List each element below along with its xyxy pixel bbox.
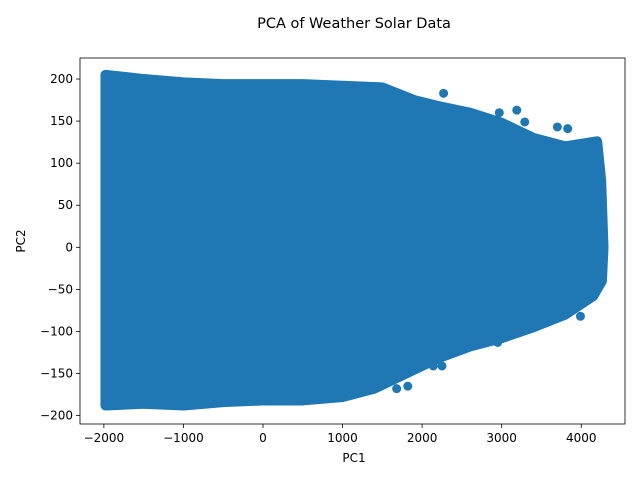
scatter-point (560, 141, 570, 151)
y-tick-label: −100 (40, 324, 73, 338)
scatter-point (178, 400, 188, 410)
scatter-point-cloud (100, 69, 609, 411)
scatter-point (428, 361, 438, 371)
y-tick-label: 50 (58, 198, 73, 212)
scatter-point (139, 74, 149, 84)
x-tick-label: 4000 (566, 431, 597, 445)
scatter-point (575, 311, 585, 321)
scatter-point (403, 381, 413, 391)
scatter-point (597, 276, 607, 286)
scatter-point (298, 395, 308, 405)
scatter-point (465, 108, 475, 118)
scatter-point (552, 122, 562, 132)
plot-frame (79, 57, 626, 425)
scatter-point (520, 117, 530, 127)
scatter-point (512, 105, 522, 115)
scatter-point (497, 118, 507, 128)
scatter-point (218, 79, 228, 89)
scatter-point (100, 400, 110, 410)
scatter-point (599, 242, 609, 252)
scatter-point (401, 369, 411, 379)
y-axis-label: PC2 (14, 229, 28, 252)
y-tick-label: −200 (40, 409, 73, 423)
scatter-point (493, 337, 503, 347)
scatter-point (529, 133, 539, 143)
x-axis: −2000 −1000 0 1000 2000 3000 4000 (84, 424, 597, 445)
x-tick-label: −2000 (84, 431, 125, 445)
scatter-point (258, 395, 268, 405)
y-tick-label: 150 (50, 114, 73, 128)
x-tick-label: −1000 (163, 431, 204, 445)
x-tick-label: 3000 (486, 431, 517, 445)
scatter-point (409, 95, 419, 105)
scatter-point (139, 399, 149, 409)
x-tick-label: 2000 (407, 431, 438, 445)
scatter-point (439, 88, 449, 98)
scatter-point (258, 79, 268, 89)
y-axis: −200 −150 −100 −50 0 50 100 150 200 (40, 72, 80, 423)
scatter-point (596, 175, 606, 185)
y-tick-label: 200 (50, 72, 73, 86)
chart-title: PCA of Weather Solar Data (257, 16, 451, 32)
y-tick-label: 0 (65, 240, 73, 254)
scatter-point (218, 397, 228, 407)
scatter-point (338, 392, 348, 402)
scatter-point (465, 342, 475, 352)
x-tick-label: 1000 (327, 431, 358, 445)
y-tick-label: 100 (50, 156, 73, 170)
y-tick-label: −50 (48, 282, 73, 296)
x-tick-label: 0 (259, 431, 267, 445)
scatter-point (298, 79, 308, 89)
scatter-point (369, 384, 379, 394)
scatter-point (437, 361, 447, 371)
scatter-point (592, 136, 602, 146)
scatter-point (560, 310, 570, 320)
scatter-point (392, 384, 402, 394)
scatter-point (529, 322, 539, 332)
y-tick-label: −150 (40, 367, 73, 381)
plot-area (100, 69, 609, 411)
scatter-point (338, 81, 348, 91)
scatter-point (433, 101, 443, 111)
scatter-point (433, 353, 443, 363)
scatter-point (588, 291, 598, 301)
x-axis-label: PC1 (342, 451, 365, 465)
scatter-point (377, 82, 387, 92)
scatter-point (178, 77, 188, 87)
scatter-point (494, 108, 504, 118)
scatter-point (100, 70, 110, 80)
scatter-point (563, 124, 573, 134)
